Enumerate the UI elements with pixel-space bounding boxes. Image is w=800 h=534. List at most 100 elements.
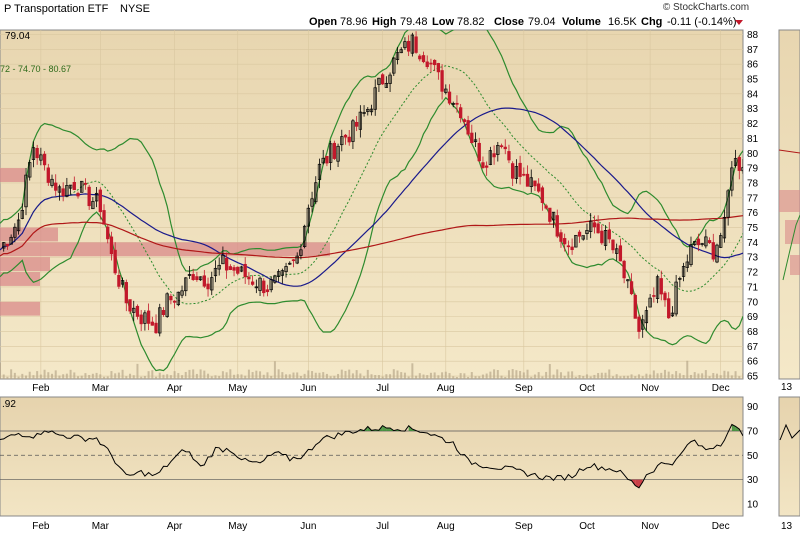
- rsi-tick-label: 30: [747, 475, 759, 486]
- volume-bar: [114, 373, 117, 379]
- volume-bar: [444, 371, 447, 379]
- candle-body: [589, 220, 593, 232]
- volume-bar: [637, 374, 640, 379]
- volume-bar: [485, 373, 488, 379]
- price-tick-label: 74: [747, 238, 759, 249]
- price-tick-label: 68: [747, 327, 759, 338]
- volume-bar: [314, 372, 317, 379]
- candle-body: [284, 266, 288, 273]
- volume-bar: [652, 370, 655, 379]
- high-value: 79.48: [400, 16, 428, 28]
- volume-bar: [58, 375, 61, 379]
- volume-bar: [645, 373, 648, 379]
- volume-by-price-bar: [0, 301, 40, 316]
- thumb-band: [782, 214, 800, 281]
- price-tick-label: 65: [747, 372, 759, 383]
- price-panel-bg: [0, 30, 743, 379]
- candle-body: [462, 119, 467, 122]
- candle-body: [715, 244, 719, 263]
- candle-body: [228, 266, 232, 270]
- x-tick-label: Apr: [167, 521, 183, 532]
- close-label: Close: [494, 16, 524, 28]
- candle-body: [54, 182, 58, 191]
- volume-bar: [233, 374, 236, 379]
- bollinger-upper: [0, 30, 743, 272]
- volume-bar: [578, 375, 581, 379]
- volume-bar: [203, 370, 206, 379]
- volume-bar: [470, 372, 473, 379]
- price-tick-label: 73: [747, 253, 759, 264]
- x-tick-label: Aug: [437, 383, 455, 394]
- volume-bar: [459, 373, 462, 379]
- candle-body: [611, 239, 615, 251]
- volume-bar: [162, 374, 165, 379]
- right-thumbnail-panel: 13 13: [778, 29, 800, 532]
- volume-bar: [418, 373, 421, 379]
- volume-bar: [374, 375, 377, 379]
- candle-body: [704, 236, 708, 247]
- candle-body: [600, 230, 604, 244]
- candle-body: [336, 145, 340, 162]
- volume-bar: [623, 375, 626, 379]
- price-tick-label: 87: [747, 45, 759, 56]
- candle-body: [700, 243, 704, 245]
- rsi-line-path: [0, 423, 743, 489]
- volume-bar: [649, 374, 652, 379]
- volume-bar: [704, 370, 707, 379]
- candle-body: [618, 245, 623, 262]
- candle-body: [459, 107, 463, 119]
- price-tick-label: 67: [747, 342, 759, 353]
- volume-bar: [478, 376, 481, 379]
- x-tick-label: May: [228, 521, 247, 532]
- volume-bar: [340, 369, 343, 379]
- volume-by-price-bar: [0, 257, 50, 272]
- volume-bar: [77, 376, 80, 379]
- price-tick-label: 84: [747, 89, 759, 100]
- volume-bar: [244, 375, 247, 379]
- volume-bar: [530, 376, 533, 379]
- candle-body: [707, 240, 712, 244]
- volume-bar: [91, 373, 94, 379]
- volume-bar: [125, 376, 128, 379]
- candle-body: [328, 143, 333, 163]
- volume-bar: [333, 375, 336, 379]
- rsi-tick-label: 10: [747, 499, 759, 510]
- candle-body: [362, 112, 366, 114]
- volume-bar: [210, 376, 213, 379]
- rsi-tick-label: 90: [747, 402, 759, 413]
- volume-bar: [608, 369, 611, 379]
- x-axis-bottom: Feb Mar Apr May Jun Jul Aug Sep Oct Nov Dec: [32, 521, 729, 532]
- volume-bar: [415, 375, 418, 379]
- candle-body: [607, 229, 611, 240]
- volume-bar: [678, 373, 681, 379]
- down-arrow-icon: [735, 20, 743, 25]
- candle-body: [132, 307, 136, 313]
- x-tick-label: Jun: [300, 383, 316, 394]
- candle-body: [492, 153, 496, 158]
- volume-bar: [630, 374, 633, 379]
- candle-body: [310, 198, 314, 207]
- volume-bar: [255, 370, 258, 379]
- volume-bar: [723, 370, 726, 379]
- candle-body: [317, 163, 322, 180]
- volume-bar: [158, 372, 161, 379]
- candle-body: [265, 289, 270, 293]
- volume-bar: [36, 371, 39, 379]
- volume-bar: [597, 373, 600, 379]
- high-label: High: [372, 16, 397, 28]
- volume-bar: [556, 369, 559, 379]
- volume-bar: [511, 369, 514, 379]
- volume-bar: [585, 374, 588, 379]
- candle-body: [395, 52, 400, 60]
- volume-bar: [95, 372, 98, 379]
- volume-bar: [496, 370, 499, 379]
- volume-bar: [325, 373, 328, 379]
- volume-bar: [247, 369, 250, 379]
- candle-body: [239, 266, 244, 272]
- volume-bar: [370, 374, 373, 379]
- candle-body: [644, 310, 649, 324]
- volume-bar: [288, 374, 291, 379]
- candle-body: [696, 238, 701, 246]
- candle-body: [733, 158, 738, 166]
- volume-bar: [715, 373, 718, 379]
